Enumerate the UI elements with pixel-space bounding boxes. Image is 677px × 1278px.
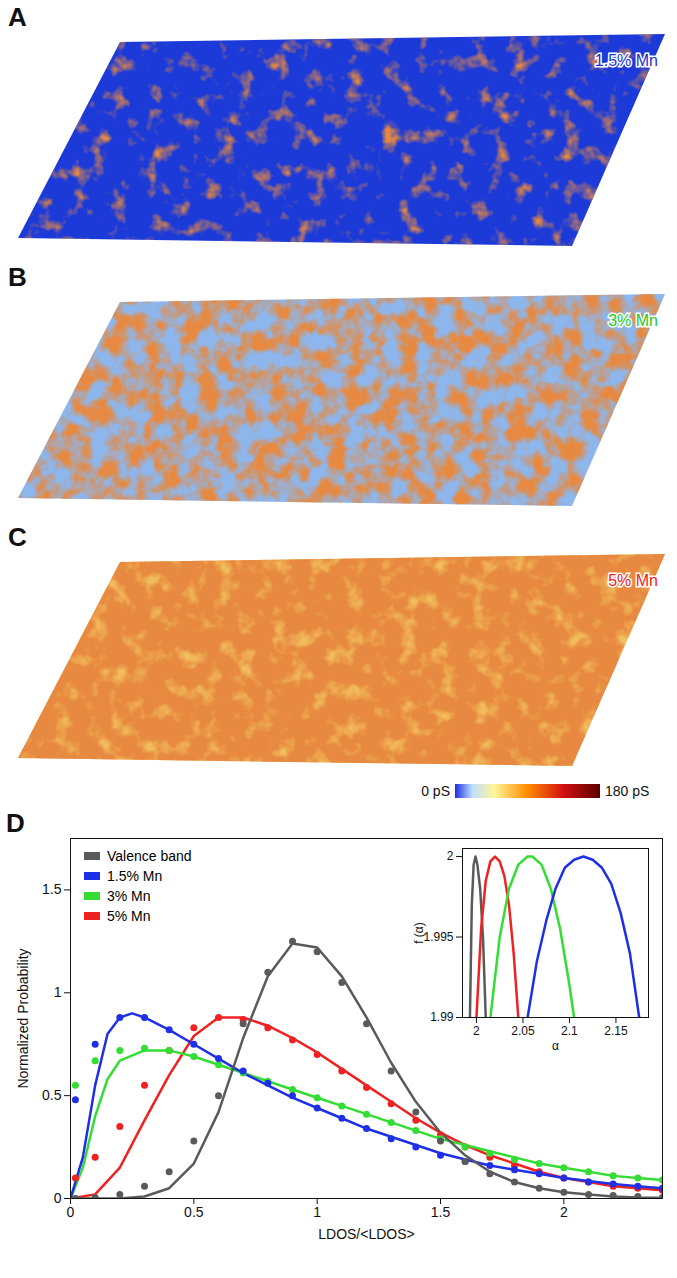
svg-text:0: 0 — [54, 1190, 62, 1206]
svg-text:180 pS: 180 pS — [605, 783, 649, 799]
svg-text:0.5: 0.5 — [184, 1204, 204, 1220]
svg-text:1: 1 — [313, 1204, 321, 1220]
svg-text:1: 1 — [54, 984, 62, 1000]
html-text:1.5% Mn: 1.5% Mn — [107, 868, 163, 884]
svg-text:2: 2 — [473, 1024, 480, 1038]
svg-text:0 pS: 0 pS — [421, 783, 450, 799]
svg-text:1.5% Mn: 1.5% Mn — [595, 52, 658, 69]
svg-text:3% Mn: 3% Mn — [608, 312, 658, 329]
svg-text:0.5: 0.5 — [42, 1087, 62, 1103]
svg-text:LDOS/<LDOS>: LDOS/<LDOS> — [318, 1226, 415, 1242]
svg-text:A: A — [8, 2, 27, 32]
html-text:D: D — [6, 808, 25, 838]
html-text:Valence band: Valence band — [107, 848, 192, 864]
svg-text:f (α): f (α) — [412, 922, 426, 944]
svg-text:2.05: 2.05 — [511, 1024, 535, 1038]
svg-text:Normalized Probability: Normalized Probability — [15, 948, 31, 1088]
svg-text:2: 2 — [560, 1204, 568, 1220]
svg-text:1.995: 1.995 — [423, 930, 453, 944]
svg-text:0: 0 — [67, 1204, 75, 1220]
svg-text:1.99: 1.99 — [430, 1010, 454, 1024]
svg-text:1.5: 1.5 — [42, 881, 62, 897]
svg-text:1.5: 1.5 — [431, 1204, 451, 1220]
svg-text:5% Mn: 5% Mn — [608, 572, 658, 589]
svg-text:B: B — [8, 262, 27, 292]
svg-text:2.1: 2.1 — [561, 1024, 578, 1038]
svg-text:α: α — [552, 1039, 559, 1053]
svg-text:2: 2 — [447, 849, 454, 863]
svg-text:C: C — [8, 522, 27, 552]
html-text:5% Mn: 5% Mn — [107, 908, 151, 924]
svg-text:2.15: 2.15 — [604, 1024, 628, 1038]
html-text:3% Mn: 3% Mn — [107, 888, 151, 904]
